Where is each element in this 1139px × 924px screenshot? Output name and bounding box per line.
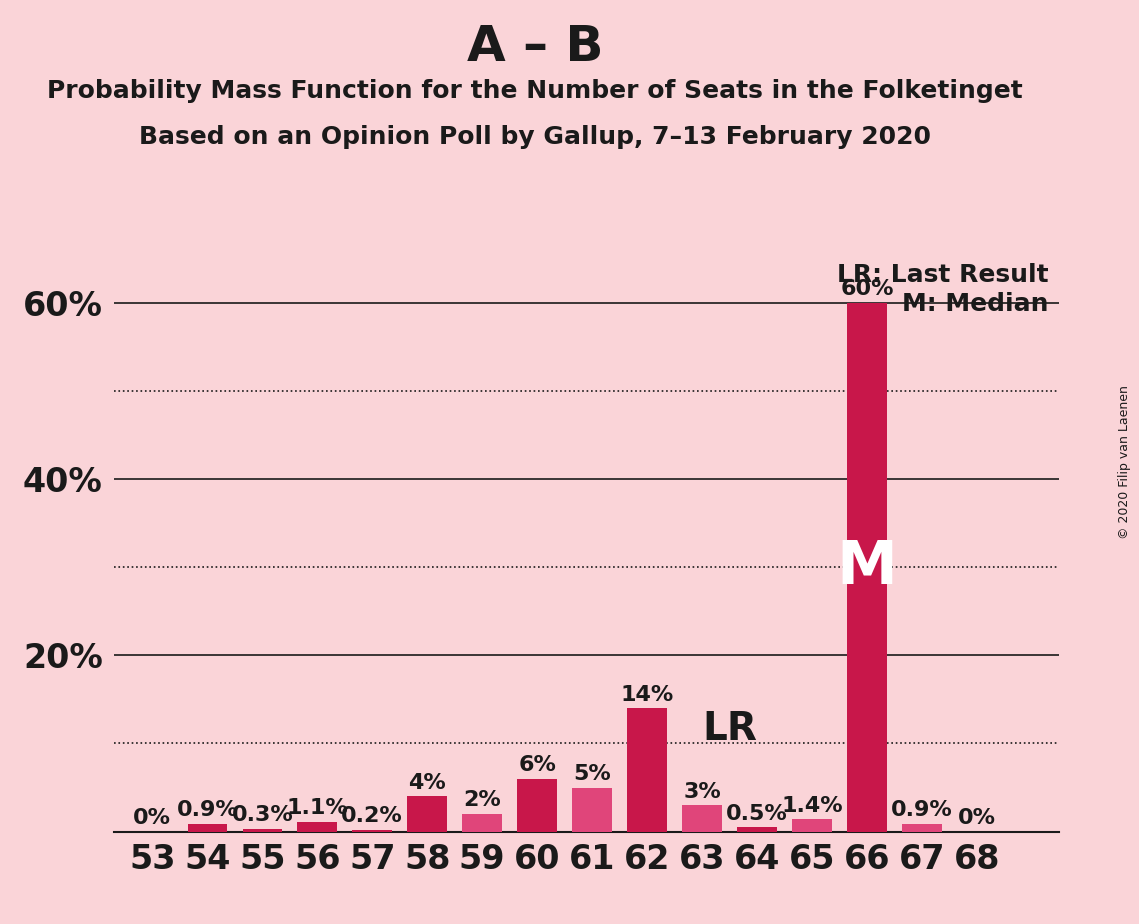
Text: 5%: 5% (573, 764, 611, 784)
Text: Probability Mass Function for the Number of Seats in the Folketinget: Probability Mass Function for the Number… (48, 79, 1023, 103)
Bar (462, 814, 502, 832)
Text: 4%: 4% (408, 772, 446, 793)
Text: 2%: 2% (464, 790, 501, 810)
Text: 14%: 14% (621, 685, 673, 705)
Text: M: Median: M: Median (902, 292, 1048, 316)
Bar (352, 830, 392, 832)
Bar (628, 708, 666, 832)
Bar (737, 827, 777, 832)
Text: Based on an Opinion Poll by Gallup, 7–13 February 2020: Based on an Opinion Poll by Gallup, 7–13… (139, 125, 932, 149)
Bar (847, 303, 886, 832)
Bar (902, 823, 942, 832)
Bar (408, 796, 446, 832)
Text: 0.5%: 0.5% (726, 804, 788, 823)
Bar (572, 787, 612, 832)
Bar (243, 829, 282, 832)
Text: LR: Last Result: LR: Last Result (837, 263, 1048, 287)
Bar (297, 822, 337, 832)
Text: LR: LR (702, 710, 757, 748)
Text: © 2020 Filip van Laenen: © 2020 Filip van Laenen (1118, 385, 1131, 539)
Bar (188, 823, 227, 832)
Text: 60%: 60% (841, 279, 894, 299)
Text: 0%: 0% (958, 808, 995, 828)
Bar (682, 805, 722, 832)
Text: 6%: 6% (518, 755, 556, 775)
Text: 0.9%: 0.9% (177, 800, 238, 821)
Bar (792, 820, 831, 832)
Text: 0.2%: 0.2% (342, 807, 403, 826)
Text: A – B: A – B (467, 23, 604, 71)
Text: 1.4%: 1.4% (781, 796, 843, 816)
Bar (517, 779, 557, 832)
Text: 0.9%: 0.9% (891, 800, 952, 821)
Text: 0%: 0% (133, 808, 171, 828)
Text: 0.3%: 0.3% (231, 806, 293, 825)
Text: 3%: 3% (683, 782, 721, 802)
Text: M: M (836, 538, 898, 597)
Text: 1.1%: 1.1% (286, 798, 349, 819)
